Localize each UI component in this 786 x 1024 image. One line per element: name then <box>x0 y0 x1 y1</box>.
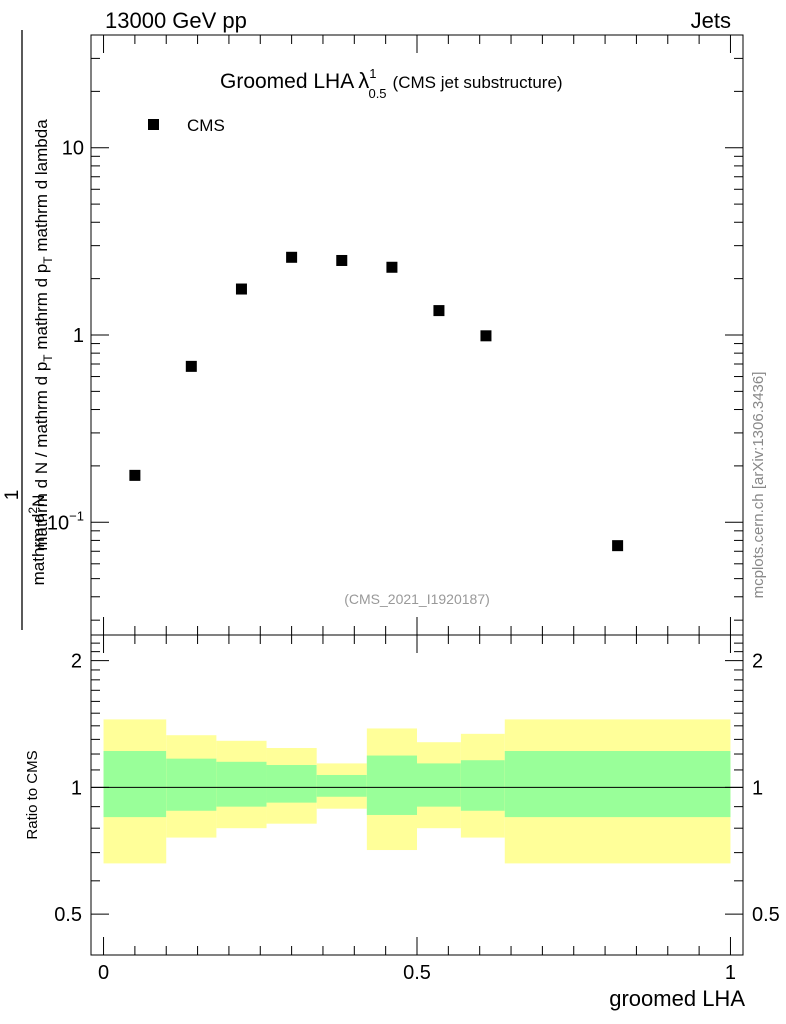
data-markers <box>129 251 624 552</box>
data-point-1 <box>185 360 197 372</box>
ratio-bands <box>103 719 731 864</box>
legend-marker <box>148 119 159 130</box>
ratio-inner-band-6 <box>417 763 461 807</box>
data-point-7 <box>480 330 492 342</box>
y-label-top: mathrm d N / mathrm d pT mathrm d pT mat… <box>32 119 55 551</box>
ratio-ytick-label-right: 2 <box>752 651 763 673</box>
main-ytick-label: 1 <box>73 325 84 347</box>
main-y-axis-label: 1 mathrm d N / mathrm d pT mathrm d pT m… <box>2 30 55 630</box>
data-point-4 <box>336 254 348 266</box>
ratio-ytick-label-left: 2 <box>71 651 82 673</box>
ratio-inner-band-5 <box>366 755 417 815</box>
ratio-inner-band-4 <box>316 774 367 797</box>
main-ytick-label: 10 <box>62 138 84 160</box>
ratio-inner-band-0 <box>103 750 167 818</box>
ratio-inner-band-7 <box>460 760 505 811</box>
main-axis-ticks: 10 1 10−1 <box>47 34 743 635</box>
ratio-ytick-label-left: 0.5 <box>54 904 82 926</box>
header-right: Jets <box>691 8 731 33</box>
ratio-y-axis-label: Ratio to CMS <box>24 750 41 839</box>
header-left: 13000 GeV pp <box>105 8 247 33</box>
x-tick-label: 0 <box>98 962 109 984</box>
ratio-axis-ticks: 0 0.5 1 0.5 0.5 1 1 2 2 <box>54 634 780 984</box>
analysis-watermark: (CMS_2021_I1920187) <box>344 591 490 607</box>
x-axis-label: groomed LHA <box>609 986 745 1011</box>
main-ytick-label: 10−1 <box>47 508 84 534</box>
ratio-inner-band-3 <box>266 765 317 803</box>
data-point-6 <box>433 305 445 317</box>
ratio-ytick-label-left: 1 <box>71 777 82 799</box>
legend-label: CMS <box>187 116 225 135</box>
ratio-ytick-label-right: 0.5 <box>752 904 780 926</box>
data-point-5 <box>386 261 398 273</box>
ratio-inner-band-2 <box>216 761 267 807</box>
x-tick-label: 1 <box>725 962 736 984</box>
y-label-numerator: 1 <box>2 490 23 501</box>
data-point-0 <box>129 469 141 481</box>
side-label: mcplots.cern.ch [arXiv:1306.3436] <box>750 372 767 599</box>
data-point-3 <box>286 251 298 263</box>
ratio-inner-band-1 <box>166 758 217 811</box>
chart-title: Groomed LHA λ1 0.5(CMS jet substructure) <box>220 66 563 101</box>
ratio-inner-band-8 <box>504 750 731 818</box>
data-point-8 <box>612 540 624 552</box>
x-tick-label: 0.5 <box>403 962 431 984</box>
y-label-bottom: mathrm d2N <box>26 495 48 586</box>
data-point-2 <box>235 283 247 295</box>
ratio-ytick-label-right: 1 <box>752 777 763 799</box>
